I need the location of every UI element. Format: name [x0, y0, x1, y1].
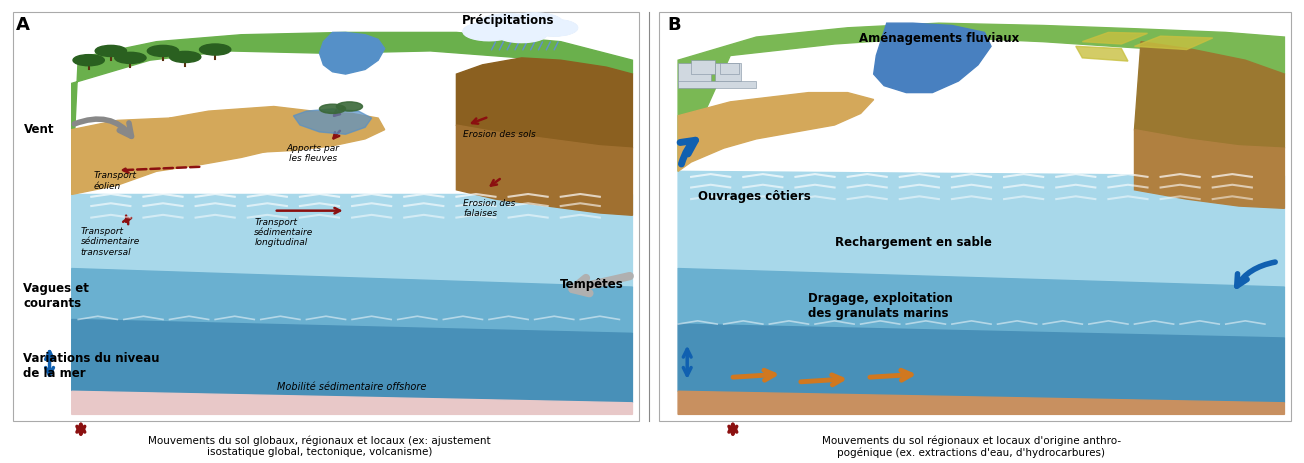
Polygon shape	[72, 319, 632, 403]
Polygon shape	[678, 93, 874, 171]
Text: Erosion des sols: Erosion des sols	[463, 130, 536, 138]
Text: Aménagements fluviaux: Aménagements fluviaux	[859, 32, 1018, 45]
Polygon shape	[1076, 46, 1128, 61]
Polygon shape	[456, 125, 632, 215]
Polygon shape	[293, 109, 372, 134]
Circle shape	[506, 13, 563, 33]
Polygon shape	[1134, 36, 1213, 50]
Text: Transport
éolien: Transport éolien	[94, 171, 137, 191]
Text: Vent: Vent	[23, 123, 53, 136]
Polygon shape	[72, 269, 632, 333]
Polygon shape	[678, 269, 1284, 338]
Circle shape	[476, 14, 541, 37]
Circle shape	[95, 45, 126, 56]
Polygon shape	[1134, 130, 1284, 208]
Text: Mobilité sédimentaire offshore: Mobilité sédimentaire offshore	[278, 382, 426, 392]
Text: Variations du niveau
de la mer: Variations du niveau de la mer	[23, 352, 160, 380]
Polygon shape	[1082, 32, 1148, 44]
Circle shape	[147, 45, 179, 56]
Circle shape	[336, 102, 363, 111]
Circle shape	[463, 22, 515, 41]
Polygon shape	[678, 391, 1284, 414]
Polygon shape	[456, 58, 632, 148]
Text: Erosion des
falaises: Erosion des falaises	[463, 199, 515, 219]
Polygon shape	[72, 391, 632, 414]
Polygon shape	[319, 32, 385, 74]
Polygon shape	[72, 32, 632, 194]
Bar	[678, 63, 711, 83]
Circle shape	[319, 104, 346, 113]
Text: Vagues et
courants: Vagues et courants	[23, 282, 90, 310]
Bar	[678, 81, 756, 88]
Text: Tempêtes: Tempêtes	[559, 278, 623, 291]
Circle shape	[200, 44, 231, 55]
Text: Ouvrages côtiers: Ouvrages côtiers	[698, 190, 810, 203]
Polygon shape	[72, 194, 632, 287]
Bar	[659, 12, 1291, 421]
Polygon shape	[1134, 42, 1284, 148]
Bar	[715, 63, 741, 81]
Text: Précipitations: Précipitations	[463, 14, 554, 27]
Circle shape	[496, 24, 548, 43]
Polygon shape	[678, 324, 1284, 403]
Polygon shape	[678, 23, 1284, 171]
Bar	[691, 60, 715, 74]
Text: Rechargement en sable: Rechargement en sable	[835, 236, 991, 249]
Circle shape	[115, 52, 146, 63]
Text: Dragage, exploitation
des granulats marins: Dragage, exploitation des granulats mari…	[808, 292, 953, 319]
Circle shape	[73, 55, 104, 66]
Polygon shape	[874, 23, 991, 93]
Text: Transport
sédimentaire
longitudinal: Transport sédimentaire longitudinal	[254, 218, 313, 247]
Text: Mouvements du sol globaux, régionaux et locaux (ex: ajustement
isostatique globa: Mouvements du sol globaux, régionaux et …	[149, 435, 490, 457]
Circle shape	[170, 51, 201, 63]
Polygon shape	[170, 106, 385, 157]
Text: Mouvements du sol régionaux et locaux d'origine anthro-
pogénique (ex. extractio: Mouvements du sol régionaux et locaux d'…	[822, 435, 1121, 458]
Bar	[720, 63, 739, 74]
Polygon shape	[678, 171, 1284, 287]
Text: Apports par
les fleuves: Apports par les fleuves	[287, 144, 339, 163]
Circle shape	[531, 19, 578, 36]
Text: B: B	[668, 16, 681, 34]
Text: Transport
sédimentaire
transversal: Transport sédimentaire transversal	[81, 227, 140, 257]
Text: A: A	[16, 16, 30, 34]
Polygon shape	[72, 116, 313, 194]
Bar	[13, 12, 639, 421]
